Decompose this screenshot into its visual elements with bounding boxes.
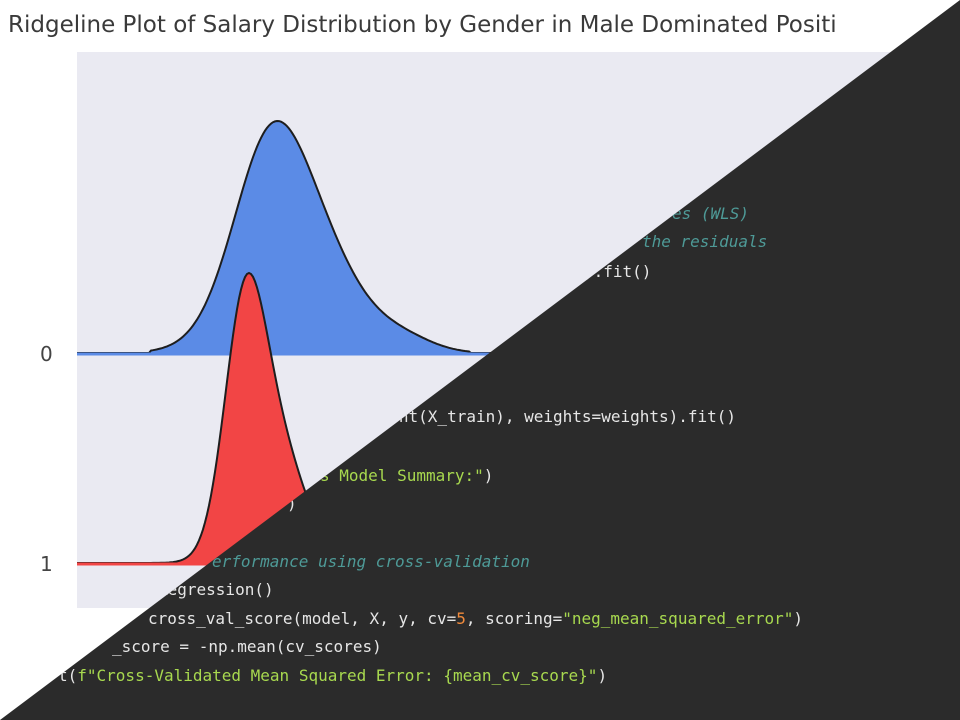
code-line: s Model Summary:") — [320, 466, 493, 485]
code-line: _score = -np.mean(cv_scores) — [112, 637, 382, 656]
ridge-area-0 — [77, 121, 500, 353]
code-string: s Model Summary:" — [320, 466, 484, 485]
code-text: ) — [483, 466, 494, 485]
code-comment: erformance using cross-validation — [212, 552, 530, 571]
chart-title: Ridgeline Plot of Salary Distribution by… — [8, 12, 837, 38]
code-string: "neg_mean_squared_error" — [562, 609, 794, 628]
code-number: 5 — [456, 609, 466, 628]
code-text: ) — [793, 609, 804, 628]
code-line: Regression() — [158, 580, 274, 599]
code-line: cross_val_score(model, X, y, cv=5, scori… — [148, 609, 803, 628]
ridge-area-1 — [77, 273, 340, 563]
code-text: , scoring= — [465, 609, 563, 628]
code-line: t(f"Cross-Validated Mean Squared Error: … — [58, 666, 607, 685]
code-string: f"Cross-Validated Mean Squared Error: {m… — [77, 666, 598, 685]
y-tick-label-0: 0 — [40, 342, 53, 366]
code-text: cross_val_score(model, X, y, cv= — [148, 609, 457, 628]
code-text: ) — [597, 666, 608, 685]
code-line: stant(X_train), weights=weights).fit() — [370, 407, 737, 426]
code-comment: the residuals — [642, 232, 768, 251]
code-line: ) — [287, 494, 297, 513]
y-tick-label-1: 1 — [40, 552, 53, 576]
